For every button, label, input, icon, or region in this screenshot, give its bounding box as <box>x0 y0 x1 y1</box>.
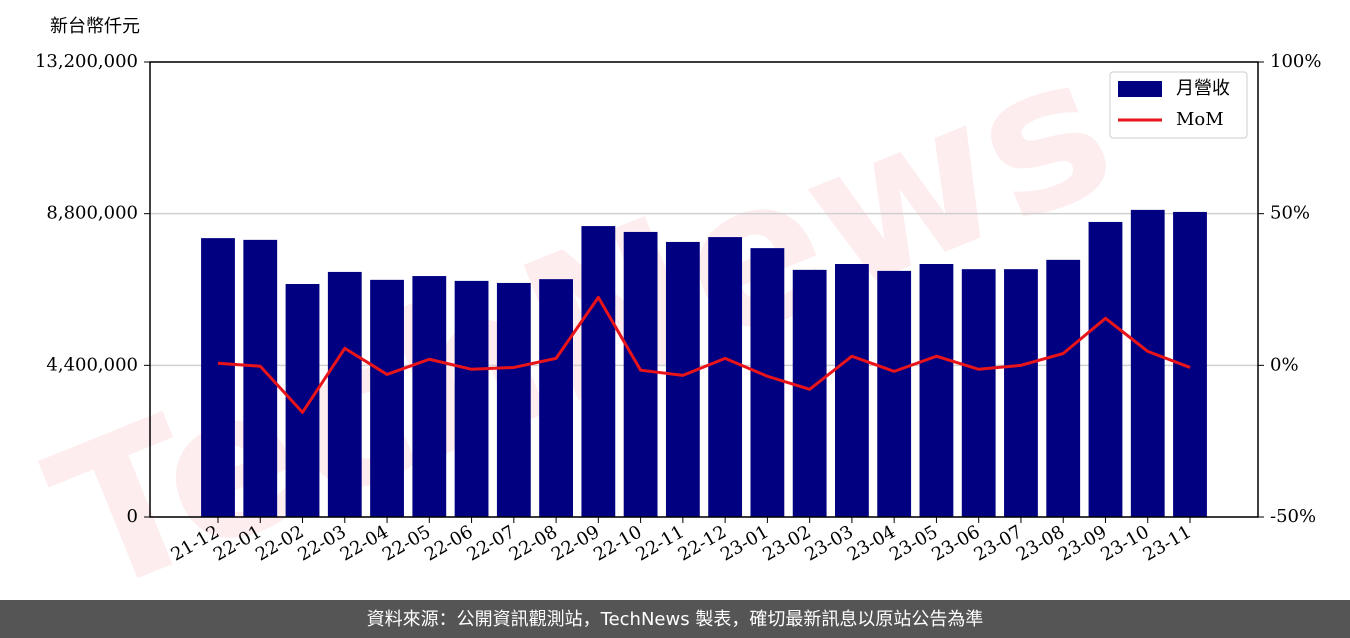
footer-bar <box>0 600 1350 638</box>
bar <box>961 269 996 517</box>
y2-tick-label: 0% <box>1270 354 1299 375</box>
bar <box>877 270 912 517</box>
y2-tick-label: 100% <box>1270 51 1321 72</box>
bar <box>623 231 658 517</box>
legend-swatch <box>1118 81 1162 97</box>
bar <box>539 279 573 517</box>
bar <box>581 226 616 518</box>
legend: 月營收 MoM <box>1109 71 1248 139</box>
bar <box>665 241 700 517</box>
bar <box>496 282 531 517</box>
legend-label: 月營收 <box>1176 78 1230 99</box>
bar <box>1046 259 1081 517</box>
bar <box>370 279 404 517</box>
bar <box>1130 209 1165 517</box>
bar <box>708 237 743 517</box>
bar <box>412 276 447 517</box>
bar <box>835 263 869 517</box>
y-axis-label: 新台幣仟元 <box>50 16 140 37</box>
bar <box>201 238 235 518</box>
plot-frame <box>149 61 1259 518</box>
bar <box>792 269 827 517</box>
y-tick-label: 0 <box>127 506 138 527</box>
y2-tick-label: -50% <box>1270 506 1316 527</box>
bar <box>327 271 362 517</box>
line <box>217 295 1191 414</box>
bar <box>919 263 954 517</box>
x-tick-label: 23-11 <box>1140 521 1195 565</box>
legend-label: MoM <box>1176 109 1224 130</box>
footer-text: 資料來源：公開資訊觀測站，TechNews 製表，確切最新訊息以原站公告為準 <box>367 609 984 630</box>
y2-tick-label: 50% <box>1270 203 1310 224</box>
bar <box>1088 221 1123 517</box>
y-tick-label: 4,400,000 <box>46 354 138 375</box>
y-tick-label: 13,200,000 <box>35 51 138 72</box>
bar <box>454 280 489 517</box>
bar <box>1004 269 1038 517</box>
y-tick-label: 8,800,000 <box>46 203 138 224</box>
bar <box>750 248 785 518</box>
